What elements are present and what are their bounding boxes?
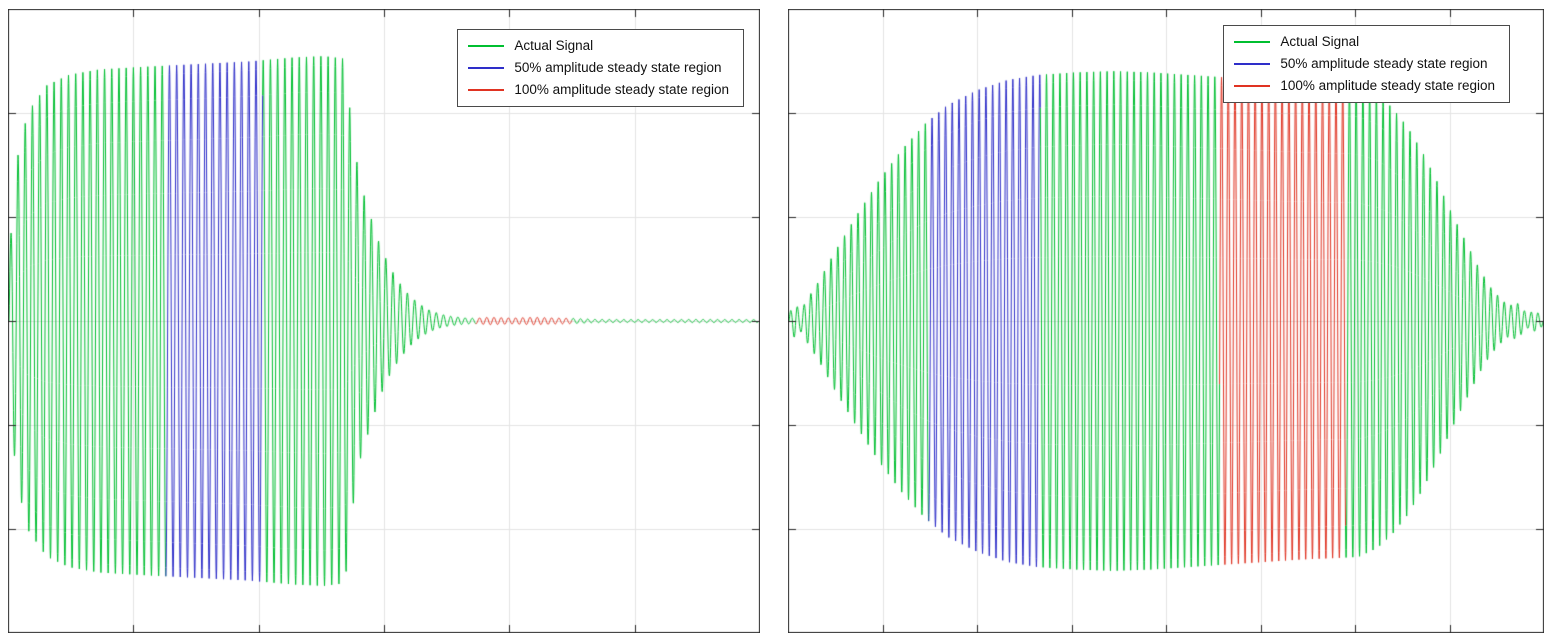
legend-entry-100pct-region: 100% amplitude steady state region xyxy=(1234,78,1495,94)
legend-label: 50% amplitude steady state region xyxy=(514,60,722,75)
100pct-region-line-swatch xyxy=(1234,85,1271,87)
actual-signal-line-swatch xyxy=(468,45,505,47)
left-plot: Actual Signal 50% amplitude steady state… xyxy=(8,9,760,633)
legend-label: Actual Signal xyxy=(514,38,594,53)
right-plot-canvas xyxy=(788,9,1544,633)
legend-label: 50% amplitude steady state region xyxy=(1280,56,1488,71)
legend-entry-actual-signal: Actual Signal xyxy=(468,38,729,54)
legend-label: Actual Signal xyxy=(1280,34,1360,49)
legend-entry-50pct-region: 50% amplitude steady state region xyxy=(468,60,729,76)
50pct-region-line-swatch xyxy=(468,67,505,69)
legend-entry-50pct-region: 50% amplitude steady state region xyxy=(1234,56,1495,72)
legend-entry-100pct-region: 100% amplitude steady state region xyxy=(468,82,729,98)
100pct-region-line-swatch xyxy=(468,89,505,91)
legend-entry-actual-signal: Actual Signal xyxy=(1234,34,1495,50)
50pct-region-line-swatch xyxy=(1234,63,1271,65)
right-plot: Actual Signal 50% amplitude steady state… xyxy=(788,9,1544,633)
left-legend: Actual Signal 50% amplitude steady state… xyxy=(457,29,744,107)
actual-signal-line-swatch xyxy=(1234,41,1271,43)
left-plot-canvas xyxy=(8,9,760,633)
right-legend: Actual Signal 50% amplitude steady state… xyxy=(1223,25,1510,103)
legend-label: 100% amplitude steady state region xyxy=(514,82,729,97)
legend-label: 100% amplitude steady state region xyxy=(1280,78,1495,93)
